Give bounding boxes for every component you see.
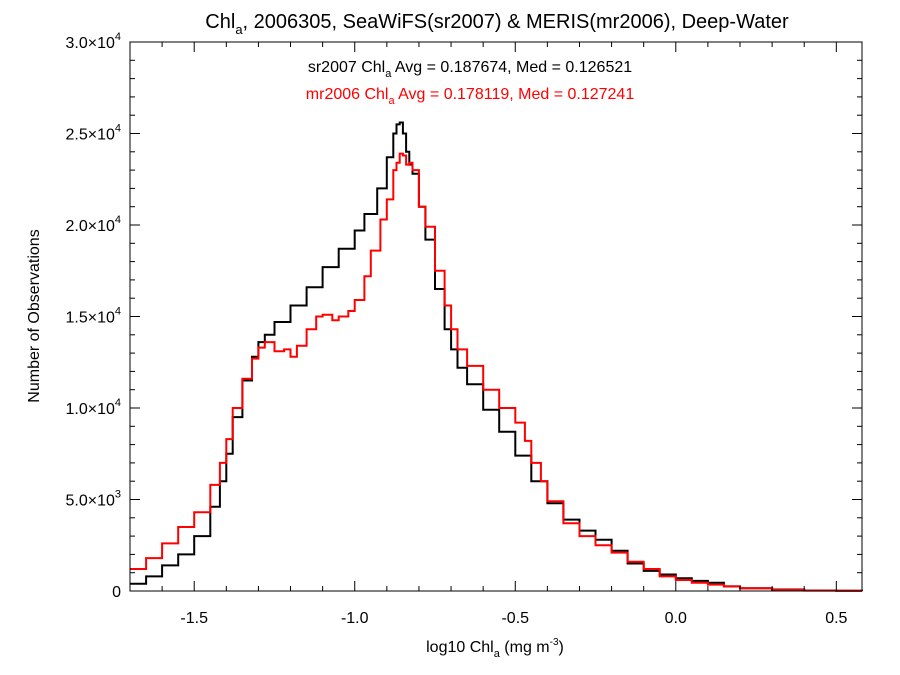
x-axis-label-subscript: a [494,648,501,660]
annotation-rest: Avg = 0.178119, Med = 0.127241 [395,86,635,103]
title-subscript: a [235,22,243,37]
x-axis-label-superscript: -3 [550,637,559,648]
annotation-subscript: a [388,95,395,107]
y-tick-mantissa: 2.5×10 [65,127,114,144]
y-tick-mantissa: 1.0×10 [65,401,114,418]
plot-area: -1.5 -1.0 -0.5 0.0 0.505.0×1031.0×1041.5×104… [65,31,863,627]
y-tick-exponent: 3 [115,489,121,501]
y-tick-exponent: 4 [115,397,121,409]
x-tick-label: 0.0 [665,610,687,627]
y-tick-exponent: 4 [115,214,121,226]
annotation-prefix: mr2006 Chl [306,86,389,103]
x-axis-label: log10 Chla (mg m-3) [426,637,564,660]
x-tick-label: -1.0 [341,610,369,627]
x-tick-label: -1.5 [180,610,208,627]
y-tick-exponent: 4 [115,31,121,43]
y-tick-label: 1.5×104 [65,306,121,327]
x-axis-label-prefix: log10 Chl [426,639,494,656]
stats-annotation-1: mr2006 Chla Avg = 0.178119, Med = 0.1272… [306,86,635,107]
y-tick-label: 2.5×104 [65,123,121,144]
title-rest: , 2006305, SeaWiFS(sr2007) & MERIS(mr200… [243,11,789,33]
y-tick-mantissa: 1.5×10 [65,310,114,327]
x-axis-label-mid: (mg m [500,639,550,656]
y-tick-mantissa: 5.0×10 [65,493,114,510]
y-tick-mantissa: 0 [112,584,121,601]
x-axis-label-suffix: ) [559,639,564,656]
y-axis-label: Number of Observations [26,229,43,402]
y-tick-label: 1.0×104 [65,397,121,418]
y-tick-mantissa: 3.0×10 [65,35,114,52]
y-tick-exponent: 4 [115,306,121,318]
annotation-subscript: a [385,68,392,80]
y-tick-mantissa: 2.0×10 [65,218,114,235]
y-tick-exponent: 4 [115,123,121,135]
annotation-rest: Avg = 0.187674, Med = 0.126521 [391,59,632,76]
series-line-1 [130,152,863,592]
y-tick-label: 3.0×104 [65,31,121,52]
stats-annotation-0: sr2007 Chla Avg = 0.187674, Med = 0.1265… [308,59,632,80]
title-prefix: Chl [205,11,235,33]
chart-title: Chla, 2006305, SeaWiFS(sr2007) & MERIS(m… [205,11,789,37]
annotation-prefix: sr2007 Chl [308,59,385,76]
x-tick-label: 0.5 [825,610,847,627]
series-line-0 [130,121,863,592]
y-tick-label: 5.0×103 [65,489,121,510]
x-tick-label: -0.5 [501,610,529,627]
y-tick-label: 0 [112,584,121,601]
plot-frame [129,41,863,592]
y-tick-label: 2.0×104 [65,214,121,235]
